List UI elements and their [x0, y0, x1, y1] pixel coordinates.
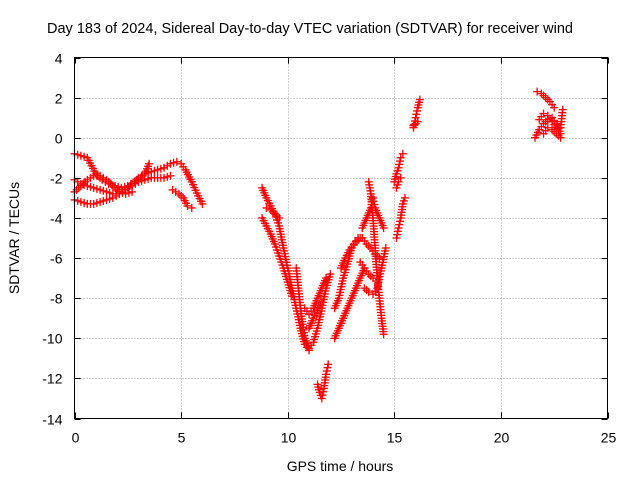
y-tick-label: -12: [42, 371, 62, 387]
data-point: [533, 87, 542, 96]
data-point: [412, 110, 421, 119]
data-point: [394, 177, 403, 186]
data-point: [166, 171, 175, 180]
data-point: [558, 105, 567, 114]
y-tick-label: 4: [55, 51, 63, 67]
chart-title: Day 183 of 2024, Sidereal Day-to-day VTE…: [47, 21, 573, 37]
y-tick-label: -6: [50, 251, 63, 267]
plot-frame: [74, 57, 608, 419]
data-point: [318, 391, 327, 400]
data-point: [275, 213, 284, 222]
data-point: [198, 199, 207, 208]
data-point: [262, 203, 271, 212]
x-tick-label: 25: [601, 430, 617, 446]
y-axis-label: SDTVAR / TECUs: [6, 182, 22, 294]
data-point: [368, 193, 377, 202]
data-point: [324, 360, 333, 369]
data-point: [172, 157, 181, 166]
data-point: [393, 230, 402, 239]
x-tick-label: 0: [72, 430, 80, 446]
data-point: [128, 187, 137, 196]
data-point: [287, 292, 296, 301]
x-tick-label: 15: [387, 430, 403, 446]
data-point: [183, 201, 192, 210]
data-point: [392, 234, 401, 242]
data-points: [70, 87, 567, 403]
data-point: [398, 149, 407, 158]
data-point: [322, 274, 331, 283]
x-tick-label: 20: [494, 430, 510, 446]
data-point: [396, 153, 405, 162]
data-point: [326, 270, 335, 279]
data-point: [395, 157, 404, 166]
data-point: [400, 193, 409, 202]
data-point: [145, 159, 154, 168]
y-tick-label: 2: [55, 91, 63, 107]
data-point: [319, 387, 328, 396]
data-point: [543, 123, 552, 132]
x-axis-label: GPS time / hours: [287, 458, 394, 474]
data-point: [393, 227, 402, 236]
grid-lines: [74, 57, 608, 419]
data-point: [322, 367, 331, 376]
y-tick-label: 0: [55, 131, 63, 147]
data-point: [317, 394, 326, 403]
x-tick-label: 5: [178, 430, 186, 446]
y-tick-label: -14: [42, 412, 62, 428]
y-tick-label: -2: [50, 171, 63, 187]
data-point: [395, 217, 404, 226]
y-tick-label: -10: [42, 331, 62, 347]
y-tick-label: -8: [50, 291, 63, 307]
data-point: [556, 133, 565, 142]
data-point: [394, 163, 403, 172]
data-point: [550, 103, 559, 112]
y-tick-label: -4: [50, 211, 63, 227]
data-point: [413, 106, 422, 115]
data-point: [394, 223, 403, 232]
data-point: [415, 95, 424, 104]
x-tick-label: 10: [281, 430, 297, 446]
data-point: [381, 244, 390, 253]
data-point: [396, 173, 405, 182]
data-point: [413, 117, 422, 126]
data-point: [187, 203, 196, 212]
data-point: [539, 109, 548, 118]
data-point: [395, 220, 404, 229]
data-point: [379, 330, 388, 339]
data-point: [364, 288, 373, 297]
data-point: [322, 370, 331, 379]
data-point: [395, 160, 404, 169]
data-point: [323, 363, 332, 372]
data-point: [317, 298, 326, 307]
data-point: [379, 223, 388, 232]
